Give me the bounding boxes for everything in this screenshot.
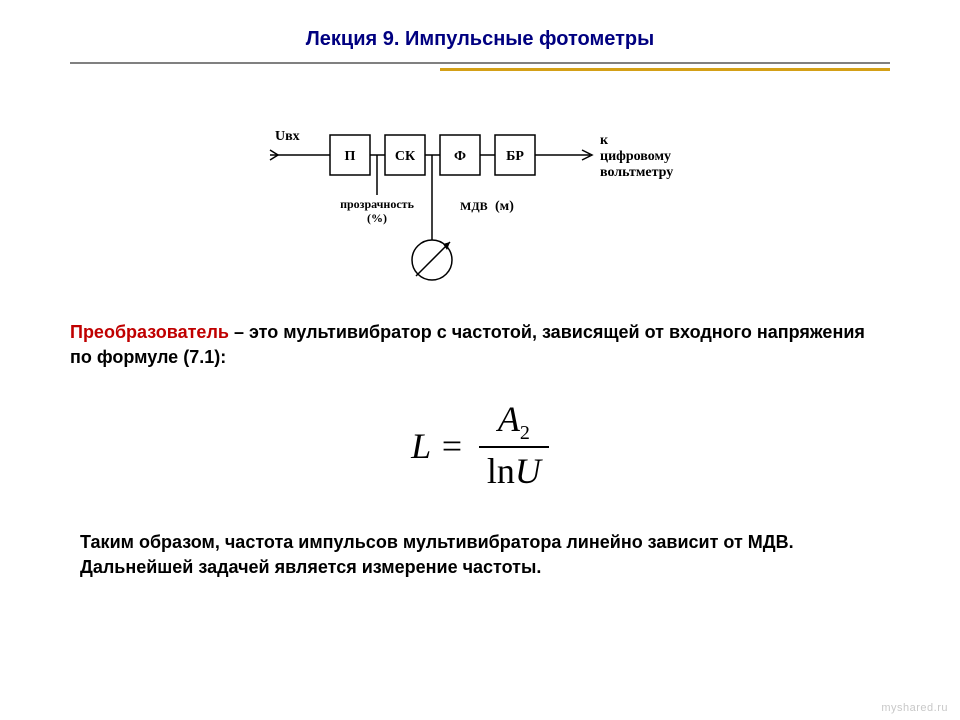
rule-gold xyxy=(440,68,890,71)
term-highlight: Преобразователь xyxy=(70,322,229,342)
formula-den-var: U xyxy=(515,451,541,491)
formula-lhs: L = xyxy=(411,425,464,467)
svg-text:Ф: Ф xyxy=(454,149,466,164)
diagram-output-line-2: вольтметру xyxy=(600,165,673,180)
formula-num-sub: 2 xyxy=(520,422,530,444)
watermark: myshared.ru xyxy=(881,702,948,714)
paragraph-2: Таким образом, частота импульсов мультив… xyxy=(80,530,890,580)
meter-icon xyxy=(412,240,452,280)
diagram-tap1-line-1: (%) xyxy=(367,211,387,225)
diagram-block-0: П xyxy=(330,135,370,175)
paragraph-1: Преобразователь – это мультивибратор с ч… xyxy=(70,320,890,370)
formula: L = A2 lnU xyxy=(0,400,960,492)
svg-text:П: П xyxy=(345,149,356,164)
svg-text:СК: СК xyxy=(395,149,416,164)
diagram-output-line-0: к xyxy=(600,133,609,148)
formula-num-var: A xyxy=(498,399,520,439)
diagram-tap2-unit: (м) xyxy=(495,199,514,214)
rule-grey xyxy=(70,62,890,64)
diagram-block-2: Ф xyxy=(440,135,480,175)
diagram-output-line-1: цифровому xyxy=(600,149,671,164)
diagram-input-label: Uвх xyxy=(275,129,300,144)
block-diagram: Uвх П СК Ф БР к цифровому вольтметру про… xyxy=(260,100,720,290)
diagram-tap2-label: МДВ xyxy=(460,199,488,213)
diagram-block-3: БР xyxy=(495,135,535,175)
diagram-tap1-line-0: прозрачность xyxy=(340,197,415,211)
diagram-block-1: СК xyxy=(385,135,425,175)
slide-title: Лекция 9. Импульсные фотометры xyxy=(0,28,960,51)
formula-den-op: ln xyxy=(487,451,515,491)
svg-text:БР: БР xyxy=(506,149,524,164)
